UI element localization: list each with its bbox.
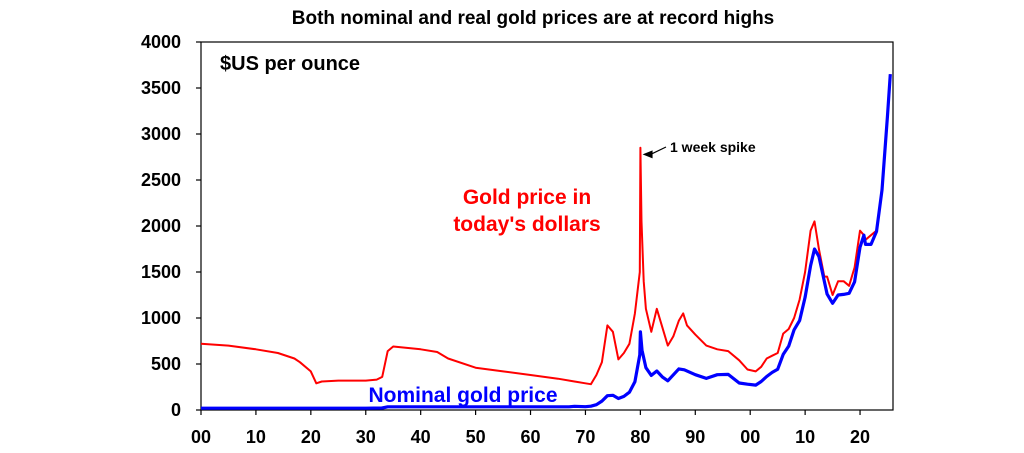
y-axis: 0 500 1000 1500 2000 2500 3000 3500 4000 — [141, 32, 201, 420]
y-tick-label: 4000 — [141, 32, 181, 52]
x-tick-label: 00 — [740, 427, 760, 447]
real-price-line — [200, 74, 892, 386]
x-tick-label: 00 — [191, 427, 211, 447]
y-tick-label: 2000 — [141, 216, 181, 236]
annotation-arrowhead — [642, 150, 653, 159]
x-tick-label: 20 — [850, 427, 870, 447]
x-tick-label: 40 — [411, 427, 431, 447]
y-tick-label: 3500 — [141, 78, 181, 98]
y-tick-label: 1000 — [141, 308, 181, 328]
y-tick-label: 3000 — [141, 124, 181, 144]
spike-annotation: 1 week spike — [642, 139, 756, 159]
x-tick-label: 50 — [466, 427, 486, 447]
y-tick-label: 500 — [151, 354, 181, 374]
x-axis: 00 10 20 30 40 50 60 70 80 90 00 10 20 — [191, 410, 870, 447]
real-series-label: today's dollars — [453, 213, 600, 236]
x-tick-label: 70 — [575, 427, 595, 447]
y-tick-label: 1500 — [141, 262, 181, 282]
nominal-price-line — [201, 74, 892, 410]
x-tick-label: 10 — [795, 427, 815, 447]
y-tick-label: 2500 — [141, 170, 181, 190]
real-series-label: Gold price in — [463, 186, 591, 209]
x-tick-label: 80 — [630, 427, 650, 447]
chart-title: Both nominal and real gold prices are at… — [292, 8, 775, 29]
unit-label: $US per ounce — [220, 53, 360, 75]
annotation-arrow — [650, 146, 667, 155]
x-tick-label: 30 — [356, 427, 376, 447]
x-tick-label: 10 — [246, 427, 266, 447]
annotation-text: 1 week spike — [670, 139, 756, 155]
series-layer — [200, 74, 892, 410]
nominal-series-label: Nominal gold price — [368, 384, 557, 407]
x-tick-label: 60 — [521, 427, 541, 447]
series-labels: Gold price in today's dollars Nominal gold… — [368, 186, 600, 407]
y-tick-label: 0 — [171, 400, 181, 420]
x-tick-label: 90 — [685, 427, 705, 447]
x-tick-label: 20 — [301, 427, 321, 447]
